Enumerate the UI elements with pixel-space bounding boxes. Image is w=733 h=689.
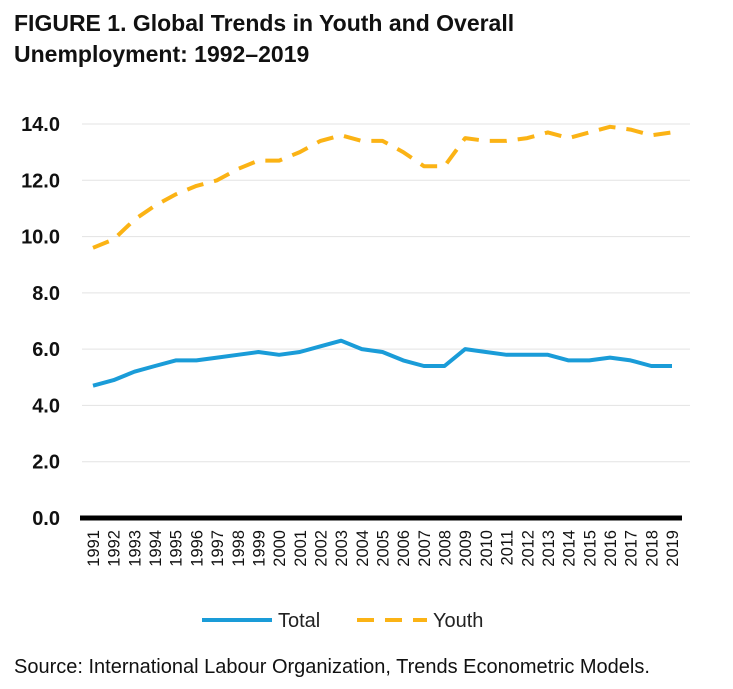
x-tick-label: 1997 — [209, 530, 227, 567]
x-tick-label: 1991 — [85, 530, 103, 567]
x-tick-label: 2008 — [437, 530, 455, 567]
x-tick-label: 2004 — [354, 530, 372, 567]
x-tick-label: 2013 — [540, 530, 558, 567]
y-tick-label: 8.0 — [32, 283, 60, 305]
x-tick-label: 1995 — [168, 530, 186, 567]
y-tick-label: 4.0 — [32, 395, 60, 417]
series-line-youth — [92, 124, 673, 250]
series-line-total — [92, 338, 672, 388]
x-tick-label: 1993 — [126, 530, 144, 567]
x-tick-label: 2015 — [581, 530, 599, 567]
x-tick-label: 2001 — [292, 530, 310, 567]
legend-label-total: Total — [278, 610, 320, 632]
x-tick-label: 2011 — [499, 530, 517, 565]
y-tick-label: 2.0 — [32, 452, 60, 474]
y-tick-label: 0.0 — [32, 508, 60, 530]
x-tick-label: 2007 — [416, 530, 434, 567]
x-tick-label: 2000 — [271, 530, 289, 567]
x-tick-label: 2016 — [602, 530, 620, 567]
x-tick-label: 2017 — [623, 530, 641, 567]
y-tick-label: 12.0 — [21, 170, 60, 192]
x-tick-label: 2014 — [561, 530, 579, 567]
chart-title-line-2: Unemployment: 1992–2019 — [14, 41, 310, 67]
x-tick-label: 2012 — [519, 530, 537, 567]
x-tick-label: 2006 — [395, 530, 413, 567]
source-note: Source: International Labour Organizatio… — [14, 656, 650, 678]
y-tick-label: 10.0 — [21, 227, 60, 249]
x-tick-label: 1994 — [147, 530, 165, 567]
y-tick-label: 6.0 — [32, 339, 60, 361]
x-tick-label: 2003 — [333, 530, 351, 567]
chart-title: FIGURE 1. Global Trends in Youth and Ove… — [14, 8, 719, 70]
x-tick-label: 2002 — [312, 530, 330, 567]
x-tick-label: 1999 — [250, 530, 268, 567]
x-tick-label: 2005 — [375, 530, 393, 567]
x-tick-label: 2009 — [457, 530, 475, 567]
y-tick-label: 14.0 — [21, 114, 60, 136]
x-tick-label: 1998 — [230, 530, 248, 567]
x-tick-label: 1992 — [106, 530, 124, 567]
x-tick-label: 2018 — [643, 530, 661, 567]
legend-label-youth: Youth — [433, 610, 483, 632]
x-tick-label: 1996 — [188, 530, 206, 567]
x-tick-label: 2010 — [478, 530, 496, 567]
x-tick-label: 2019 — [664, 530, 682, 567]
chart-title-line-1: FIGURE 1. Global Trends in Youth and Ove… — [14, 10, 515, 36]
